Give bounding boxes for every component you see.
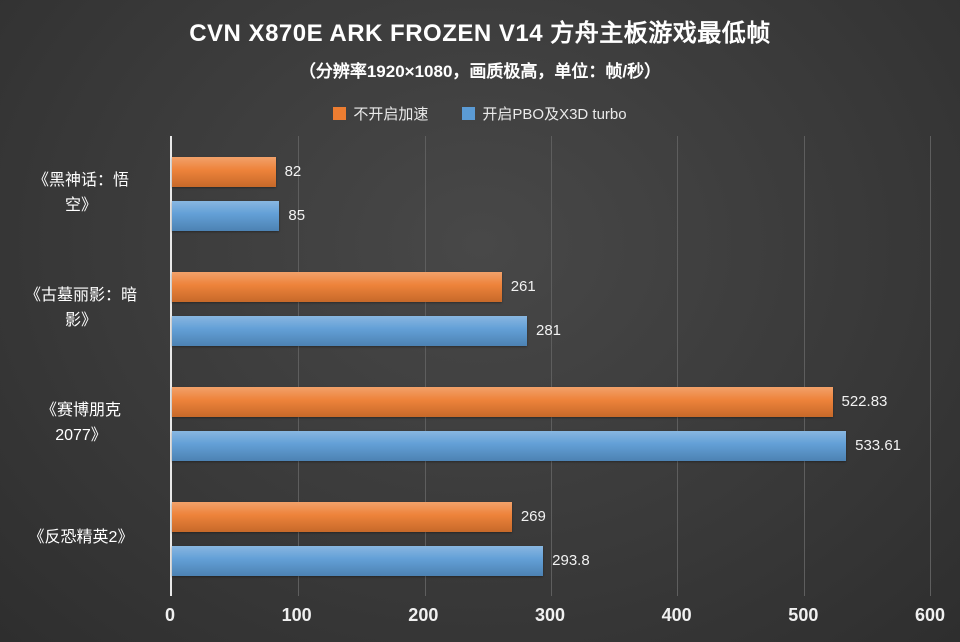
chart-subtitle: （分辨率1920×1080，画质极高，单位：帧/秒） [298, 62, 662, 81]
value-label: 281 [535, 322, 562, 339]
legend-label: 不开启加速 [353, 106, 429, 123]
bar-group: 82 85 [172, 136, 930, 251]
value-label: 522.83 [841, 393, 888, 410]
x-tick-label: 100 [281, 605, 312, 625]
x-axis: 0 100 200 300 400 500 600 [165, 605, 945, 631]
legend-swatch-icon [333, 107, 347, 120]
category-label: 《赛博朋克 2077》 [40, 401, 121, 444]
x-tick-label: 0 [164, 605, 176, 625]
bar-row: 261 [172, 271, 930, 302]
x-tick-label: 600 [914, 605, 946, 625]
value-label: 82 [284, 163, 302, 180]
value-label: 85 [288, 207, 306, 224]
bar-series-1 [172, 156, 276, 187]
bar-row: 269 [172, 501, 930, 532]
legend-label: 开启PBO及X3D turbo [482, 106, 627, 123]
category-label: 《古墓丽影：暗 影》 [24, 286, 137, 329]
bar-group: 261 281 [172, 251, 930, 366]
bar-row: 82 [172, 156, 930, 187]
x-tick-label: 300 [534, 605, 566, 625]
gridline [677, 136, 679, 596]
x-tick-label: 200 [408, 605, 439, 625]
category-label: 《反恐精英2》 [28, 529, 134, 547]
category-axis: 《黑神话：悟 空》 《古墓丽影：暗 影》 《赛博朋克 2077》《反恐精英2》 [0, 136, 170, 596]
bar-series-2 [172, 200, 280, 231]
plot-area: 82 85 261 281 522.83 533.61 269 293.8 [170, 136, 931, 596]
gridline [551, 136, 552, 596]
gridline [298, 136, 300, 596]
value-label: 293.8 [552, 552, 590, 569]
gridline [424, 136, 426, 596]
bar-series-1 [172, 386, 833, 417]
value-label: 269 [520, 508, 546, 525]
gridline [803, 136, 805, 596]
bar-row: 293.8 [172, 545, 930, 576]
bar-row: 522.83 [172, 386, 930, 417]
bar-series-1 [172, 271, 502, 302]
bar-chart: 《黑神话：悟 空》 《古墓丽影：暗 影》 《赛博朋克 2077》《反恐精英2》 82… [0, 136, 931, 596]
value-label: 533.61 [855, 437, 902, 454]
bar-groups: 82 85 261 281 522.83 533.61 269 293.8 [172, 136, 930, 596]
bar-series-2 [172, 315, 527, 346]
bar-group: 269 293.8 [172, 481, 930, 596]
bar-series-2 [172, 545, 544, 576]
bar-group: 522.83 533.61 [172, 366, 930, 481]
bar-series-2 [172, 430, 847, 461]
bar-row: 533.61 [172, 430, 930, 461]
legend-item: 开启PBO及X3D turbo [462, 103, 627, 124]
gridline [930, 136, 931, 596]
legend-item: 不开启加速 [333, 103, 428, 124]
x-tick-label: 400 [661, 605, 692, 625]
legend: 不开启加速 开启PBO及X3D turbo [0, 103, 960, 124]
category-label: 《黑神话：悟 空》 [32, 171, 129, 214]
bar-series-1 [172, 501, 512, 532]
value-label: 261 [510, 278, 536, 295]
chart-title: CVN X870E ARK FROZEN V14 方舟主板游戏最低帧 [189, 20, 771, 47]
bar-row: 85 [172, 200, 930, 231]
x-tick-label: 500 [788, 605, 819, 625]
bar-row: 281 [172, 315, 930, 346]
legend-swatch-icon [462, 107, 476, 120]
